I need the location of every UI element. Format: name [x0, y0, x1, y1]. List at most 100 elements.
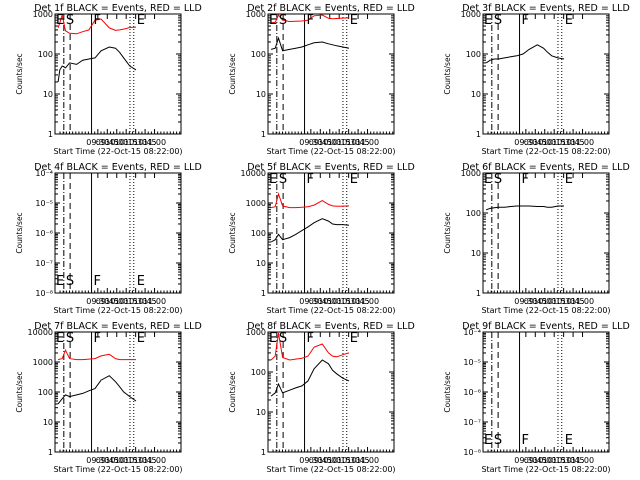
marker-S: S	[66, 331, 74, 346]
black-events-line	[270, 36, 350, 52]
x-tick-label: 09:30	[299, 297, 322, 306]
panel-title: Det 5f BLACK = Events, RED = LLD	[247, 162, 415, 173]
x-tick-label: 09:45	[96, 138, 119, 147]
y-tick-label: 10⁻⁸	[463, 448, 481, 457]
y-axis-label: Counts/sec	[228, 371, 237, 412]
x-tick-label: 09:45	[524, 297, 547, 306]
panel-det-3: Det 3f BLACK = Events, RED = LLD 1 10 100 10…	[443, 3, 630, 156]
y-tick-label: 10⁻⁴	[463, 328, 481, 337]
y-tick-label: 10⁻⁶	[35, 229, 53, 238]
x-tick-label: 10:30	[124, 297, 147, 306]
x-tick-label: 09:45	[96, 456, 119, 465]
marker-E-end: E	[137, 13, 145, 28]
black-events-line	[485, 44, 565, 64]
x-tick-label: 11:00	[143, 138, 166, 147]
x-tick-label: 09:30	[299, 456, 322, 465]
panel-title: Det 1f BLACK = Events, RED = LLD	[34, 3, 202, 14]
y-tick-label: 10⁻⁶	[463, 388, 481, 397]
plot-frame	[267, 13, 395, 135]
y-axis-label: Counts/sec	[15, 212, 24, 253]
marker-E-start: E	[56, 331, 64, 346]
x-tick-label: 10:00	[105, 456, 128, 465]
y-tick-label: 1000	[246, 199, 266, 208]
x-tick-label: 11:00	[571, 297, 594, 306]
marker-S: S	[494, 13, 502, 28]
marker-E-start: E	[56, 274, 64, 289]
x-tick-label: 10:15	[543, 456, 566, 465]
x-tick-label: 11:00	[356, 456, 379, 465]
y-tick-label: 10000	[28, 328, 53, 337]
x-tick-label: 10:45	[562, 456, 585, 465]
red-lld-line	[270, 192, 350, 209]
marker-F: F	[522, 433, 529, 448]
x-axis-label: Start Time (22-Oct-15 08:22:00)	[266, 306, 395, 315]
x-tick-label: 09:45	[309, 456, 332, 465]
y-tick-label: 1	[261, 130, 266, 139]
x-tick-label: 10:15	[328, 297, 351, 306]
panel-title: Det 3f BLACK = Events, RED = LLD	[462, 3, 630, 14]
x-tick-label: 10:30	[337, 456, 360, 465]
x-tick-label: 10:30	[552, 297, 575, 306]
plot-frame	[482, 13, 610, 135]
y-tick-label: 10	[471, 90, 481, 99]
y-tick-label: 10	[43, 418, 53, 427]
marker-S: S	[494, 433, 502, 448]
marker-F: F	[94, 13, 101, 28]
y-tick-label: 1000	[33, 10, 53, 19]
y-tick-label: 1000	[246, 10, 266, 19]
y-tick-label: 10	[471, 249, 481, 258]
x-axis-label: Start Time (22-Oct-15 08:22:00)	[53, 465, 182, 474]
marker-E-start: E	[269, 331, 277, 346]
x-axis-label: Start Time (22-Oct-15 08:22:00)	[481, 306, 610, 315]
marker-E-end: E	[350, 13, 358, 28]
x-tick-label: 09:45	[309, 138, 332, 147]
y-tick-label: 100	[466, 50, 481, 59]
x-axis-label: Start Time (22-Oct-15 08:22:00)	[266, 465, 395, 474]
marker-S: S	[279, 172, 287, 187]
red-lld-line	[271, 14, 350, 24]
y-tick-label: 100	[251, 368, 266, 377]
panel-det-4: Det 4f BLACK = Events, RED = LLD 10⁻⁸ 10⁻⁷…	[15, 162, 202, 315]
marker-S: S	[279, 13, 287, 28]
x-tick-label: 11:00	[356, 297, 379, 306]
x-axis-label: Start Time (22-Oct-15 08:22:00)	[53, 306, 182, 315]
x-tick-label: 10:45	[134, 138, 157, 147]
x-axis-label: Start Time (22-Oct-15 08:22:00)	[481, 147, 610, 156]
marker-E-end: E	[565, 433, 573, 448]
y-tick-label: 1	[261, 289, 266, 298]
x-tick-label: 10:00	[533, 297, 556, 306]
y-tick-label: 100	[251, 229, 266, 238]
panel-title: Det 8f BLACK = Events, RED = LLD	[247, 321, 415, 332]
marker-E-end: E	[350, 172, 358, 187]
marker-F: F	[307, 331, 314, 346]
plot-frame	[267, 172, 395, 294]
panel-det-7: Det 7f BLACK = Events, RED = LLD 1 10 100 10…	[15, 321, 202, 474]
y-tick-label: 10000	[241, 169, 266, 178]
y-tick-label: 10⁻⁸	[35, 289, 53, 298]
panel-title: Det 7f BLACK = Events, RED = LLD	[34, 321, 202, 332]
x-tick-label: 10:45	[562, 138, 585, 147]
y-tick-label: 10⁻⁴	[35, 169, 53, 178]
panel-title: Det 6f BLACK = Events, RED = LLD	[462, 162, 630, 173]
x-tick-label: 10:15	[115, 138, 138, 147]
marker-E-start: E	[484, 172, 492, 187]
x-axis-label: Start Time (22-Oct-15 08:22:00)	[53, 147, 182, 156]
plot-frame	[54, 331, 182, 453]
x-tick-label: 09:30	[86, 456, 109, 465]
y-tick-label: 100	[466, 209, 481, 218]
x-tick-label: 10:30	[337, 297, 360, 306]
marker-E-start: E	[484, 433, 492, 448]
black-events-line	[57, 375, 137, 405]
y-tick-label: 1000	[33, 358, 53, 367]
x-tick-label: 09:45	[309, 297, 332, 306]
x-tick-label: 11:00	[143, 297, 166, 306]
y-tick-label: 10⁻⁷	[35, 259, 53, 268]
y-tick-label: 1	[48, 130, 53, 139]
y-axis-label: Counts/sec	[228, 53, 237, 94]
x-tick-label: 11:00	[571, 138, 594, 147]
x-tick-label: 10:00	[105, 138, 128, 147]
red-lld-line	[57, 14, 137, 35]
x-tick-label: 09:30	[514, 138, 537, 147]
y-tick-label: 10	[256, 90, 266, 99]
marker-E-start: E	[56, 13, 64, 28]
